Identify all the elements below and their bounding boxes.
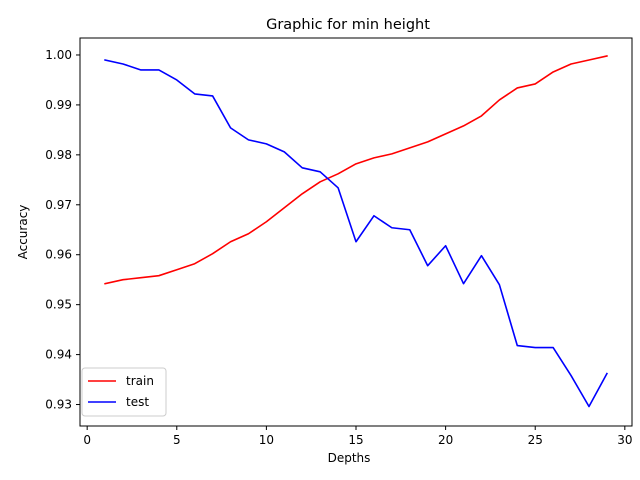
- y-tick-label: 0.96: [45, 248, 72, 262]
- x-tick-label: 10: [259, 433, 274, 447]
- chart-title: Graphic for min height: [266, 17, 430, 33]
- y-tick-label: 0.97: [45, 198, 72, 212]
- x-axis-label: Depths: [328, 451, 371, 465]
- y-tick-label: 1.00: [45, 48, 72, 62]
- x-tick-label: 0: [83, 433, 91, 447]
- x-tick-label: 5: [173, 433, 181, 447]
- y-tick-label: 0.94: [45, 348, 72, 362]
- legend-label-train: train: [126, 374, 154, 388]
- legend-label-test: test: [126, 395, 149, 409]
- y-tick-label: 0.99: [45, 98, 72, 112]
- series-line-train: [104, 55, 608, 285]
- y-tick-label: 0.93: [45, 398, 72, 412]
- y-axis-label: Accuracy: [16, 205, 30, 260]
- y-tick-label: 0.95: [45, 298, 72, 312]
- legend-box: [81, 367, 167, 417]
- y-tick-label: 0.98: [45, 148, 72, 162]
- x-tick-label: 15: [348, 433, 363, 447]
- axis-ticks: 0 5 10 15 20 25 30 0.93 0.94 0.95 0.96 0.97 0.98 0.99…: [45, 48, 632, 447]
- series-line-test: [104, 59, 608, 408]
- x-tick-label: 20: [438, 433, 453, 447]
- x-tick-label: 30: [617, 433, 632, 447]
- legend: train test: [81, 367, 167, 417]
- x-tick-label: 25: [528, 433, 543, 447]
- plot-area: [104, 55, 608, 408]
